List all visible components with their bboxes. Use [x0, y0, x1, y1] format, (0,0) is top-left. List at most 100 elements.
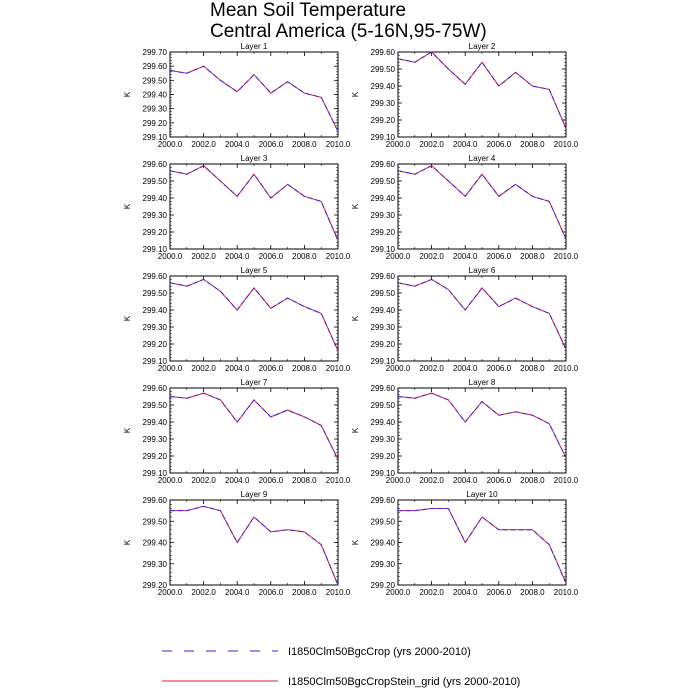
panel-9-ylabel: K: [123, 539, 132, 545]
panel-1-ytick-label: 299.20: [143, 119, 168, 128]
panel-5-series-2-line: [169, 278, 339, 352]
panel-1: Layer 1 K 2000.0 2002.0 2004.0 2006.0 2008.0 20…: [123, 42, 351, 149]
panel-2-series-2-line: [397, 51, 567, 129]
panel-10-series-2-line: [398, 508, 567, 584]
panel-5-xtick-label: 2008.0: [292, 364, 317, 373]
panel-2-ytick-label: 299.50: [371, 65, 396, 74]
panel-3-series-2-line: [169, 165, 339, 241]
panel-7-xtick-label: 2002.0: [191, 476, 216, 485]
panel-3-ytick-label: 299.50: [143, 177, 168, 186]
panel-10-series-1-line: [398, 508, 567, 584]
panel-3-title: Layer 3: [241, 154, 268, 163]
panel-9-ytick-label: 299.60: [143, 496, 168, 505]
panel-2-xtick-label: 2004.0: [453, 140, 478, 149]
panel-8-xtick-label: 2000.0: [386, 476, 411, 485]
panel-9-frame: [169, 499, 339, 586]
panel-4-ytick-label: 299.30: [371, 211, 396, 220]
panel-4-xtick-label: 2000.0: [386, 252, 411, 261]
panel-10-frame: [397, 499, 567, 586]
panel-8-xtick-label: 2002.0: [419, 476, 444, 485]
panel-7-ytick-label: 299.40: [143, 418, 168, 427]
panel-8-ytick-label: 299.30: [371, 435, 396, 444]
panel-4-ylabel: K: [351, 203, 360, 209]
panel-6-xtick-label: 2000.0: [386, 364, 411, 373]
panel-10-ytick-label: 299.20: [371, 581, 396, 590]
panel-5-title: Layer 5: [241, 266, 268, 275]
panel-1-xtick-label: 2002.0: [191, 140, 216, 149]
panel-6-series-1-line: [397, 278, 567, 350]
panel-3-ylabel: K: [123, 203, 132, 209]
panel-8-ytick-label: 299.60: [371, 384, 396, 393]
panel-6-ytick-label: 299.50: [371, 289, 396, 298]
panel-2: Layer 2 K 2000.0 2002.0 2004.0 2006.0 2008.0 20…: [351, 42, 579, 149]
panel-1-xtick-label: 2008.0: [292, 140, 317, 149]
panel-9-ytick-label: 299.30: [143, 560, 168, 569]
panel-5-ytick-label: 299.60: [143, 272, 168, 281]
panel-8-series-1-line: [397, 392, 567, 458]
panel-4-ytick-label: 299.50: [371, 177, 396, 186]
panel-2-ytick-label: 299.20: [371, 116, 396, 125]
panel-4-xtick-label: 2002.0: [419, 252, 444, 261]
panel-1-xtick-label: 2004.0: [225, 140, 250, 149]
panel-5: Layer 5 K 2000.0 2002.0 2004.0 2006.0 2008.0 20…: [123, 266, 351, 373]
panel-8-ytick-label: 299.20: [371, 452, 396, 461]
panel-2-xtick-label: 2010.0: [554, 140, 579, 149]
panel-9-xtick-label: 2000.0: [158, 588, 183, 597]
panel-6-ytick-label: 299.40: [371, 306, 396, 315]
panel-5-xtick-label: 2002.0: [191, 364, 216, 373]
panel-5-xtick-label: 2004.0: [225, 364, 250, 373]
panel-4-ytick-label: 299.40: [371, 194, 396, 203]
panel-6-ylabel: K: [351, 315, 360, 321]
panel-10-ytick-label: 299.40: [371, 539, 396, 548]
panel-10-xtick-label: 2002.0: [419, 588, 444, 597]
panel-7-ytick-label: 299.50: [143, 401, 168, 410]
panel-6-title: Layer 6: [469, 266, 496, 275]
panel-6-frame: [397, 275, 567, 362]
panel-4-xtick-label: 2006.0: [487, 252, 512, 261]
panel-1-ytick-label: 299.60: [143, 62, 168, 71]
panel-6-xtick-label: 2004.0: [453, 364, 478, 373]
panel-8: Layer 8 K 2000.0 2002.0 2004.0 2006.0 2008.0 20…: [351, 378, 579, 485]
panel-3-ytick-label: 299.20: [143, 228, 168, 237]
panel-4-xtick-label: 2010.0: [554, 252, 579, 261]
figure-title-line1: Mean Soil Temperature: [210, 0, 407, 21]
panel-7-ytick-label: 299.60: [143, 384, 168, 393]
panel-3-ytick-label: 299.60: [143, 160, 168, 169]
panel-6-ytick-label: 299.20: [371, 340, 396, 349]
panel-8-xtick-label: 2004.0: [453, 476, 478, 485]
legend-label-2: I1850Clm50BgcCropStein_grid (yrs 2000-20…: [288, 676, 520, 688]
panel-2-ytick-label: 299.60: [371, 48, 396, 57]
panel-6: Layer 6 K 2000.0 2002.0 2004.0 2006.0 2008.0 20…: [351, 266, 579, 373]
panel-8-series-2-line: [397, 392, 567, 458]
panel-9-series-1-line: [170, 505, 339, 586]
panel-7-ytick-label: 299.10: [143, 469, 168, 478]
panel-7-title: Layer 7: [241, 378, 268, 387]
panel-7-ytick-label: 299.30: [143, 435, 168, 444]
panel-5-ylabel: K: [123, 315, 132, 321]
panel-9-xtick-label: 2010.0: [326, 588, 351, 597]
panel-7: Layer 7 K 2000.0 2002.0 2004.0 2006.0 2008.0 20…: [123, 378, 351, 485]
panel-5-series-1-line: [169, 278, 339, 352]
panel-6-series-2-line: [397, 278, 567, 350]
panel-3-xtick-label: 2010.0: [326, 252, 351, 261]
panel-10-ytick-label: 299.60: [371, 496, 396, 505]
panel-7-xtick-label: 2004.0: [225, 476, 250, 485]
panel-5-xtick-label: 2006.0: [259, 364, 284, 373]
panel-1-ytick-label: 299.70: [143, 48, 168, 57]
panel-10-ylabel: K: [351, 539, 360, 545]
panel-8-ytick-label: 299.50: [371, 401, 396, 410]
panel-7-series-1-line: [169, 392, 339, 460]
panel-10: Layer 10 K 2000.0 2002.0 2004.0 2006.0 2008.0 2…: [351, 490, 579, 597]
panel-8-xtick-label: 2010.0: [554, 476, 579, 485]
panel-9-xtick-label: 2004.0: [225, 588, 250, 597]
panel-3-ytick-label: 299.30: [143, 211, 168, 220]
panel-10-ytick-label: 299.50: [371, 517, 396, 526]
panel-8-ytick-label: 299.10: [371, 469, 396, 478]
panel-5-frame: [169, 275, 339, 362]
panel-2-xtick-label: 2002.0: [419, 140, 444, 149]
panel-8-frame: [397, 387, 567, 474]
panel-8-title: Layer 8: [469, 378, 496, 387]
panel-10-xtick-label: 2006.0: [487, 588, 512, 597]
panel-5-ytick-label: 299.20: [143, 340, 168, 349]
